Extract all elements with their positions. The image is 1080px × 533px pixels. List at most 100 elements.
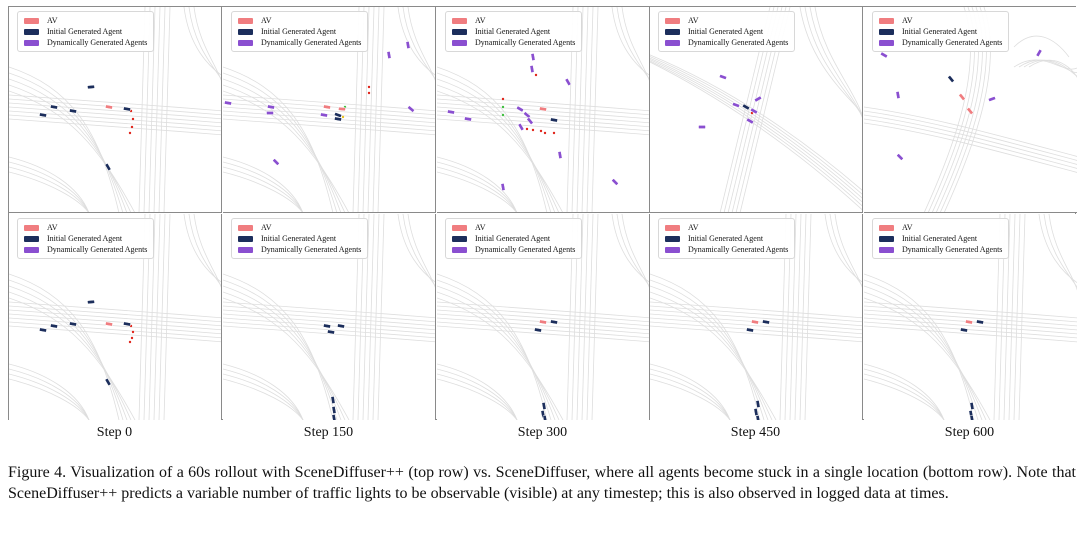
dynamic-agent-vehicle — [464, 116, 472, 122]
initial-agent-vehicle — [742, 103, 750, 111]
legend-swatch — [238, 39, 253, 46]
initial-agent-vehicle — [39, 112, 47, 118]
traffic-light — [552, 131, 556, 135]
dynamic-agent-vehicle — [564, 78, 572, 86]
panel-top-step-3: AV Initial Generated Agent Dynamically Gen… — [650, 7, 863, 213]
legend-entry: AV — [238, 15, 361, 26]
legend-entry: Dynamically Generated Agents — [452, 244, 575, 255]
legend-label: Initial Generated Agent — [475, 27, 551, 36]
legend-swatch — [24, 235, 39, 242]
dynamic-agent-vehicle — [880, 51, 888, 59]
legend-entry: AV — [24, 222, 147, 233]
dynamic-agent-vehicle — [754, 95, 762, 103]
legend-swatch — [665, 246, 680, 253]
dynamic-agent-vehicle — [500, 183, 506, 191]
legend-entry: AV — [452, 15, 575, 26]
legend-entry: Dynamically Generated Agents — [452, 37, 575, 48]
legend-swatch — [24, 17, 39, 24]
scene-map — [9, 214, 221, 420]
legend-swatch — [665, 39, 680, 46]
traffic-light — [750, 111, 754, 115]
legend-entry: Dynamically Generated Agents — [238, 244, 361, 255]
road-network — [223, 7, 435, 212]
legend-swatch — [879, 17, 894, 24]
traffic-light — [367, 85, 371, 89]
legend-entry: Initial Generated Agent — [665, 233, 788, 244]
legend: AV Initial Generated Agent Dynamically Gen… — [872, 218, 1010, 259]
legend-label: AV — [261, 223, 272, 232]
legend-swatch — [452, 224, 467, 231]
traffic-light — [501, 113, 505, 117]
av-vehicle — [965, 319, 973, 325]
step-label-300: Step 300 — [517, 425, 568, 440]
initial-agent-vehicle — [755, 400, 761, 408]
traffic-light — [130, 336, 134, 340]
traffic-light — [501, 97, 505, 101]
legend-label: AV — [47, 223, 58, 232]
legend-label: Dynamically Generated Agents — [261, 38, 362, 47]
legend-label: Initial Generated Agent — [261, 27, 337, 36]
traffic-light — [131, 117, 135, 121]
legend-label: AV — [688, 223, 699, 232]
dynamic-agent-vehicle — [557, 151, 563, 159]
initial-agent-vehicle — [104, 163, 112, 171]
legend-entry: AV — [879, 222, 1002, 233]
panel-bottom-step-0: AV Initial Generated Agent Dynamically Gen… — [9, 214, 222, 420]
av-vehicle — [966, 107, 974, 115]
legend-entry: Dynamically Generated Agents — [879, 244, 1002, 255]
legend-entry: Dynamically Generated Agents — [879, 37, 1002, 48]
scene-map — [223, 7, 435, 212]
traffic-light — [367, 91, 371, 95]
traffic-light — [539, 129, 543, 133]
dynamic-agent-vehicle — [988, 96, 996, 102]
legend-entry: AV — [665, 222, 788, 233]
initial-agent-vehicle — [123, 321, 131, 327]
dynamic-agent-vehicle — [530, 53, 536, 61]
initial-agent-vehicle — [746, 327, 754, 333]
legend-label: AV — [688, 16, 699, 25]
legend-label: Dynamically Generated Agents — [475, 245, 576, 254]
legend-entry: Dynamically Generated Agents — [24, 244, 147, 255]
legend-label: Dynamically Generated Agents — [261, 245, 362, 254]
panel-top-step-4: AV Initial Generated Agent Dynamically Gen… — [864, 7, 1077, 213]
legend-swatch — [879, 224, 894, 231]
legend-entry: Dynamically Generated Agents — [24, 37, 147, 48]
dynamic-agent-vehicle — [523, 111, 531, 119]
legend-swatch — [238, 17, 253, 24]
legend-entry: Dynamically Generated Agents — [665, 37, 788, 48]
traffic-light — [130, 125, 134, 129]
figure-grid: AV Initial Generated Agent Dynamically Gen… — [8, 6, 1077, 420]
dynamic-agent-vehicle — [405, 41, 411, 49]
initial-agent-vehicle — [969, 402, 975, 410]
panel-bottom-step-1: AV Initial Generated Agent Dynamically Gen… — [223, 214, 436, 420]
legend-label: AV — [902, 223, 913, 232]
legend-entry: AV — [238, 222, 361, 233]
initial-agent-vehicle — [550, 117, 558, 123]
legend-swatch — [24, 39, 39, 46]
traffic-light — [531, 128, 535, 132]
dynamic-agent-vehicle — [267, 104, 275, 110]
initial-agent-vehicle — [976, 319, 984, 325]
traffic-light — [534, 73, 538, 77]
dynamic-agent-vehicle — [517, 123, 525, 131]
legend-swatch — [238, 246, 253, 253]
traffic-light — [525, 127, 529, 131]
initial-agent-vehicle — [947, 75, 955, 83]
legend-swatch — [238, 224, 253, 231]
panel-top-step-0: AV Initial Generated Agent Dynamically Gen… — [9, 7, 222, 213]
legend-label: AV — [902, 16, 913, 25]
traffic-light — [128, 131, 132, 135]
legend-swatch — [879, 39, 894, 46]
initial-agent-vehicle — [39, 327, 47, 333]
panel-bottom-step-3: AV Initial Generated Agent Dynamically Gen… — [650, 214, 863, 420]
dynamic-agent-vehicle — [447, 109, 455, 115]
legend-swatch — [452, 17, 467, 24]
legend-label: Initial Generated Agent — [261, 234, 337, 243]
legend: AV Initial Generated Agent Dynamically Gen… — [445, 11, 583, 52]
legend-label: AV — [475, 223, 486, 232]
legend: AV Initial Generated Agent Dynamically Gen… — [17, 218, 155, 259]
initial-agent-vehicle — [755, 415, 761, 420]
av-vehicle — [338, 106, 346, 112]
initial-agent-vehicle — [334, 116, 342, 122]
av-vehicle — [105, 104, 113, 110]
